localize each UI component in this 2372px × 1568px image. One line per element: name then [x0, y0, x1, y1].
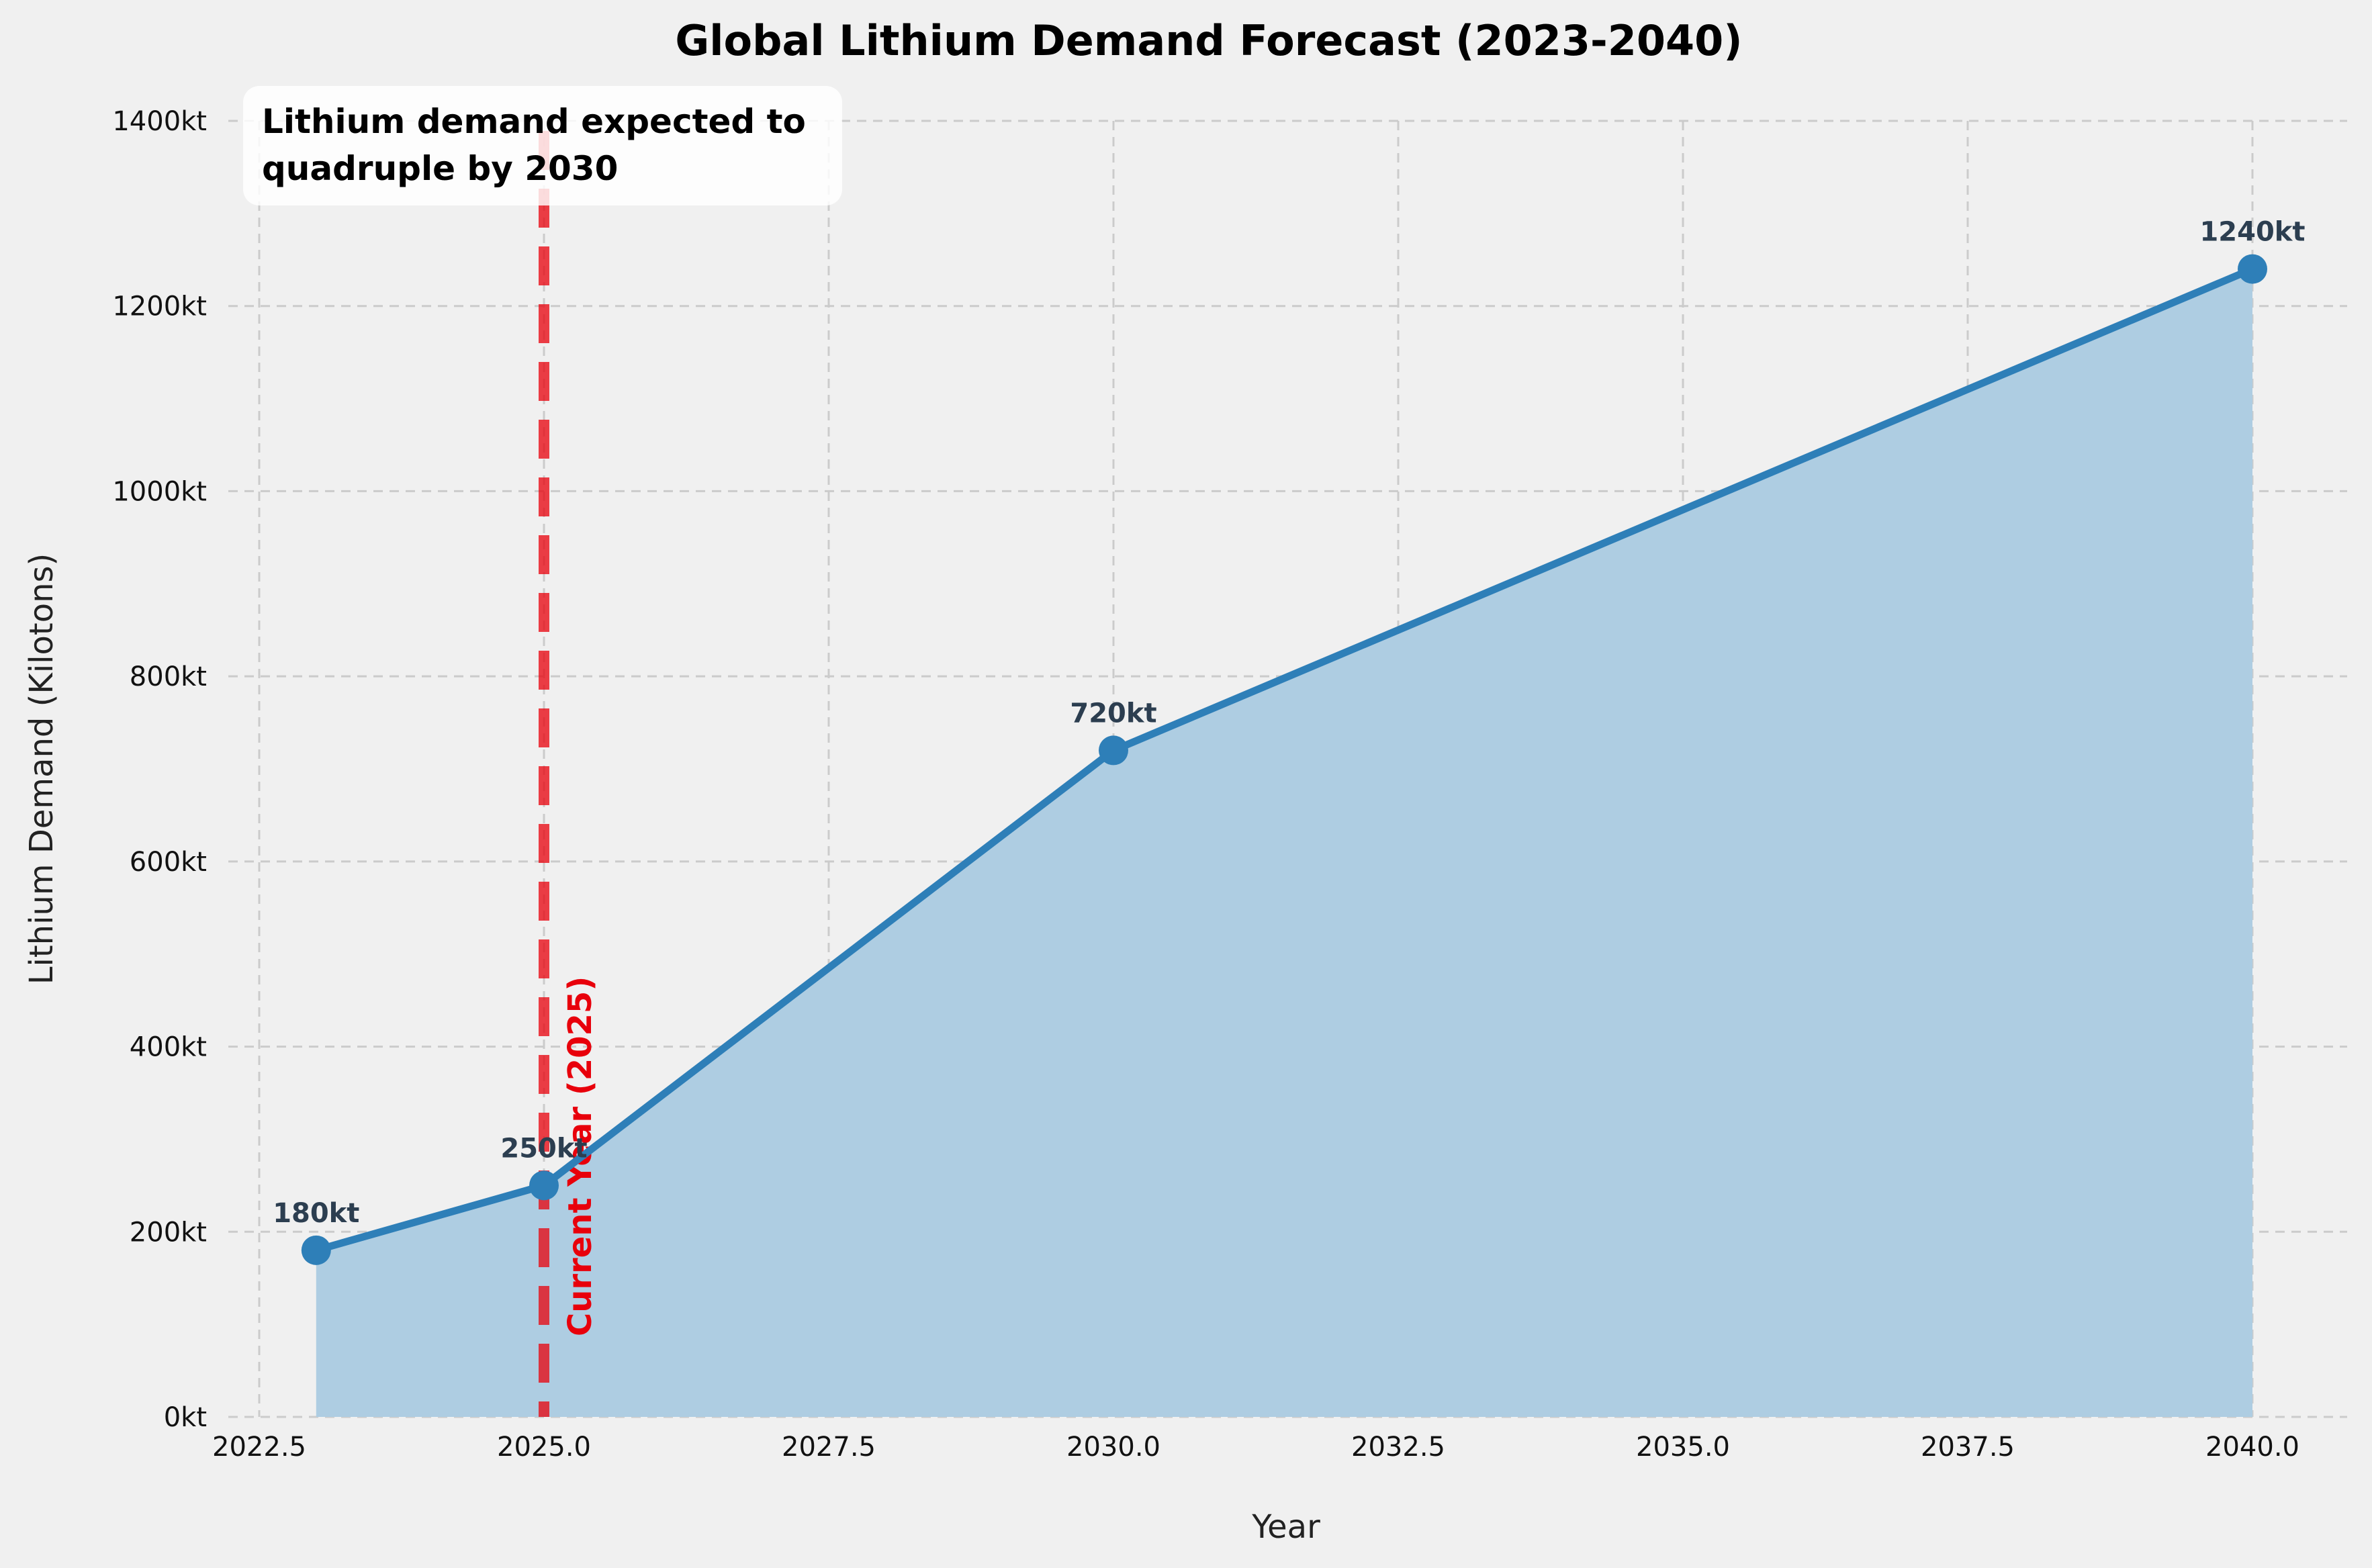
x-tick-label-0: 2022.5 — [212, 1432, 306, 1463]
reference-line-group: Current Year (2025) — [539, 131, 599, 1417]
y-tick-label-3: 600kt — [130, 847, 207, 878]
y-tick-label-2: 400kt — [130, 1032, 207, 1063]
data-point-0 — [301, 1235, 331, 1265]
y-tick-label-0: 0kt — [164, 1402, 207, 1433]
chart-title: Global Lithium Demand Forecast (2023-204… — [675, 16, 1742, 65]
x-tick-label-7: 2040.0 — [2205, 1432, 2299, 1463]
x-tick-label-5: 2035.0 — [1636, 1432, 1730, 1463]
data-point-2 — [1099, 735, 1128, 766]
x-tick-label-3: 2030.0 — [1066, 1432, 1160, 1463]
x-tick-label-1: 2025.0 — [497, 1432, 591, 1463]
y-tick-label-4: 800kt — [130, 661, 207, 692]
y-tick-label-7: 1400kt — [112, 106, 207, 137]
data-label-2: 720kt — [1070, 698, 1156, 729]
y-tick-label-6: 1200kt — [112, 291, 207, 322]
y-tick-label-5: 1000kt — [112, 476, 207, 507]
x-tick-label-2: 2027.5 — [782, 1432, 876, 1463]
data-label-0: 180kt — [273, 1198, 359, 1229]
series-line — [315, 265, 2254, 1254]
x-axis-ticks: 2022.5 2025.0 2027.5 2030.0 2032.5 2035.0 2037… — [212, 1432, 2299, 1463]
x-tick-label-4: 2032.5 — [1351, 1432, 1445, 1463]
data-point-1 — [529, 1170, 559, 1201]
y-axis-label: Lithium Demand (Kilotons) — [23, 553, 60, 985]
x-tick-label-6: 2037.5 — [1921, 1432, 2015, 1463]
data-point-3 — [2238, 254, 2267, 284]
data-label-3: 1240kt — [2199, 217, 2305, 248]
y-axis-ticks: 0kt 200kt 400kt 600kt 800kt 1000kt 1200kt 1400k… — [112, 106, 207, 1433]
y-tick-label-1: 200kt — [130, 1217, 207, 1248]
annotation-line-1: Lithium demand expected to — [262, 102, 806, 141]
annotation-line-2: quadruple by 2030 — [262, 149, 618, 188]
x-axis-label: Year — [1251, 1508, 1320, 1546]
data-label-1: 250kt — [500, 1133, 587, 1164]
annotation-box: Lithium demand expected to quadruple by … — [243, 86, 842, 205]
data-points: 180kt 250kt 720kt 1240kt — [273, 217, 2306, 1265]
area-fill — [316, 269, 2252, 1418]
